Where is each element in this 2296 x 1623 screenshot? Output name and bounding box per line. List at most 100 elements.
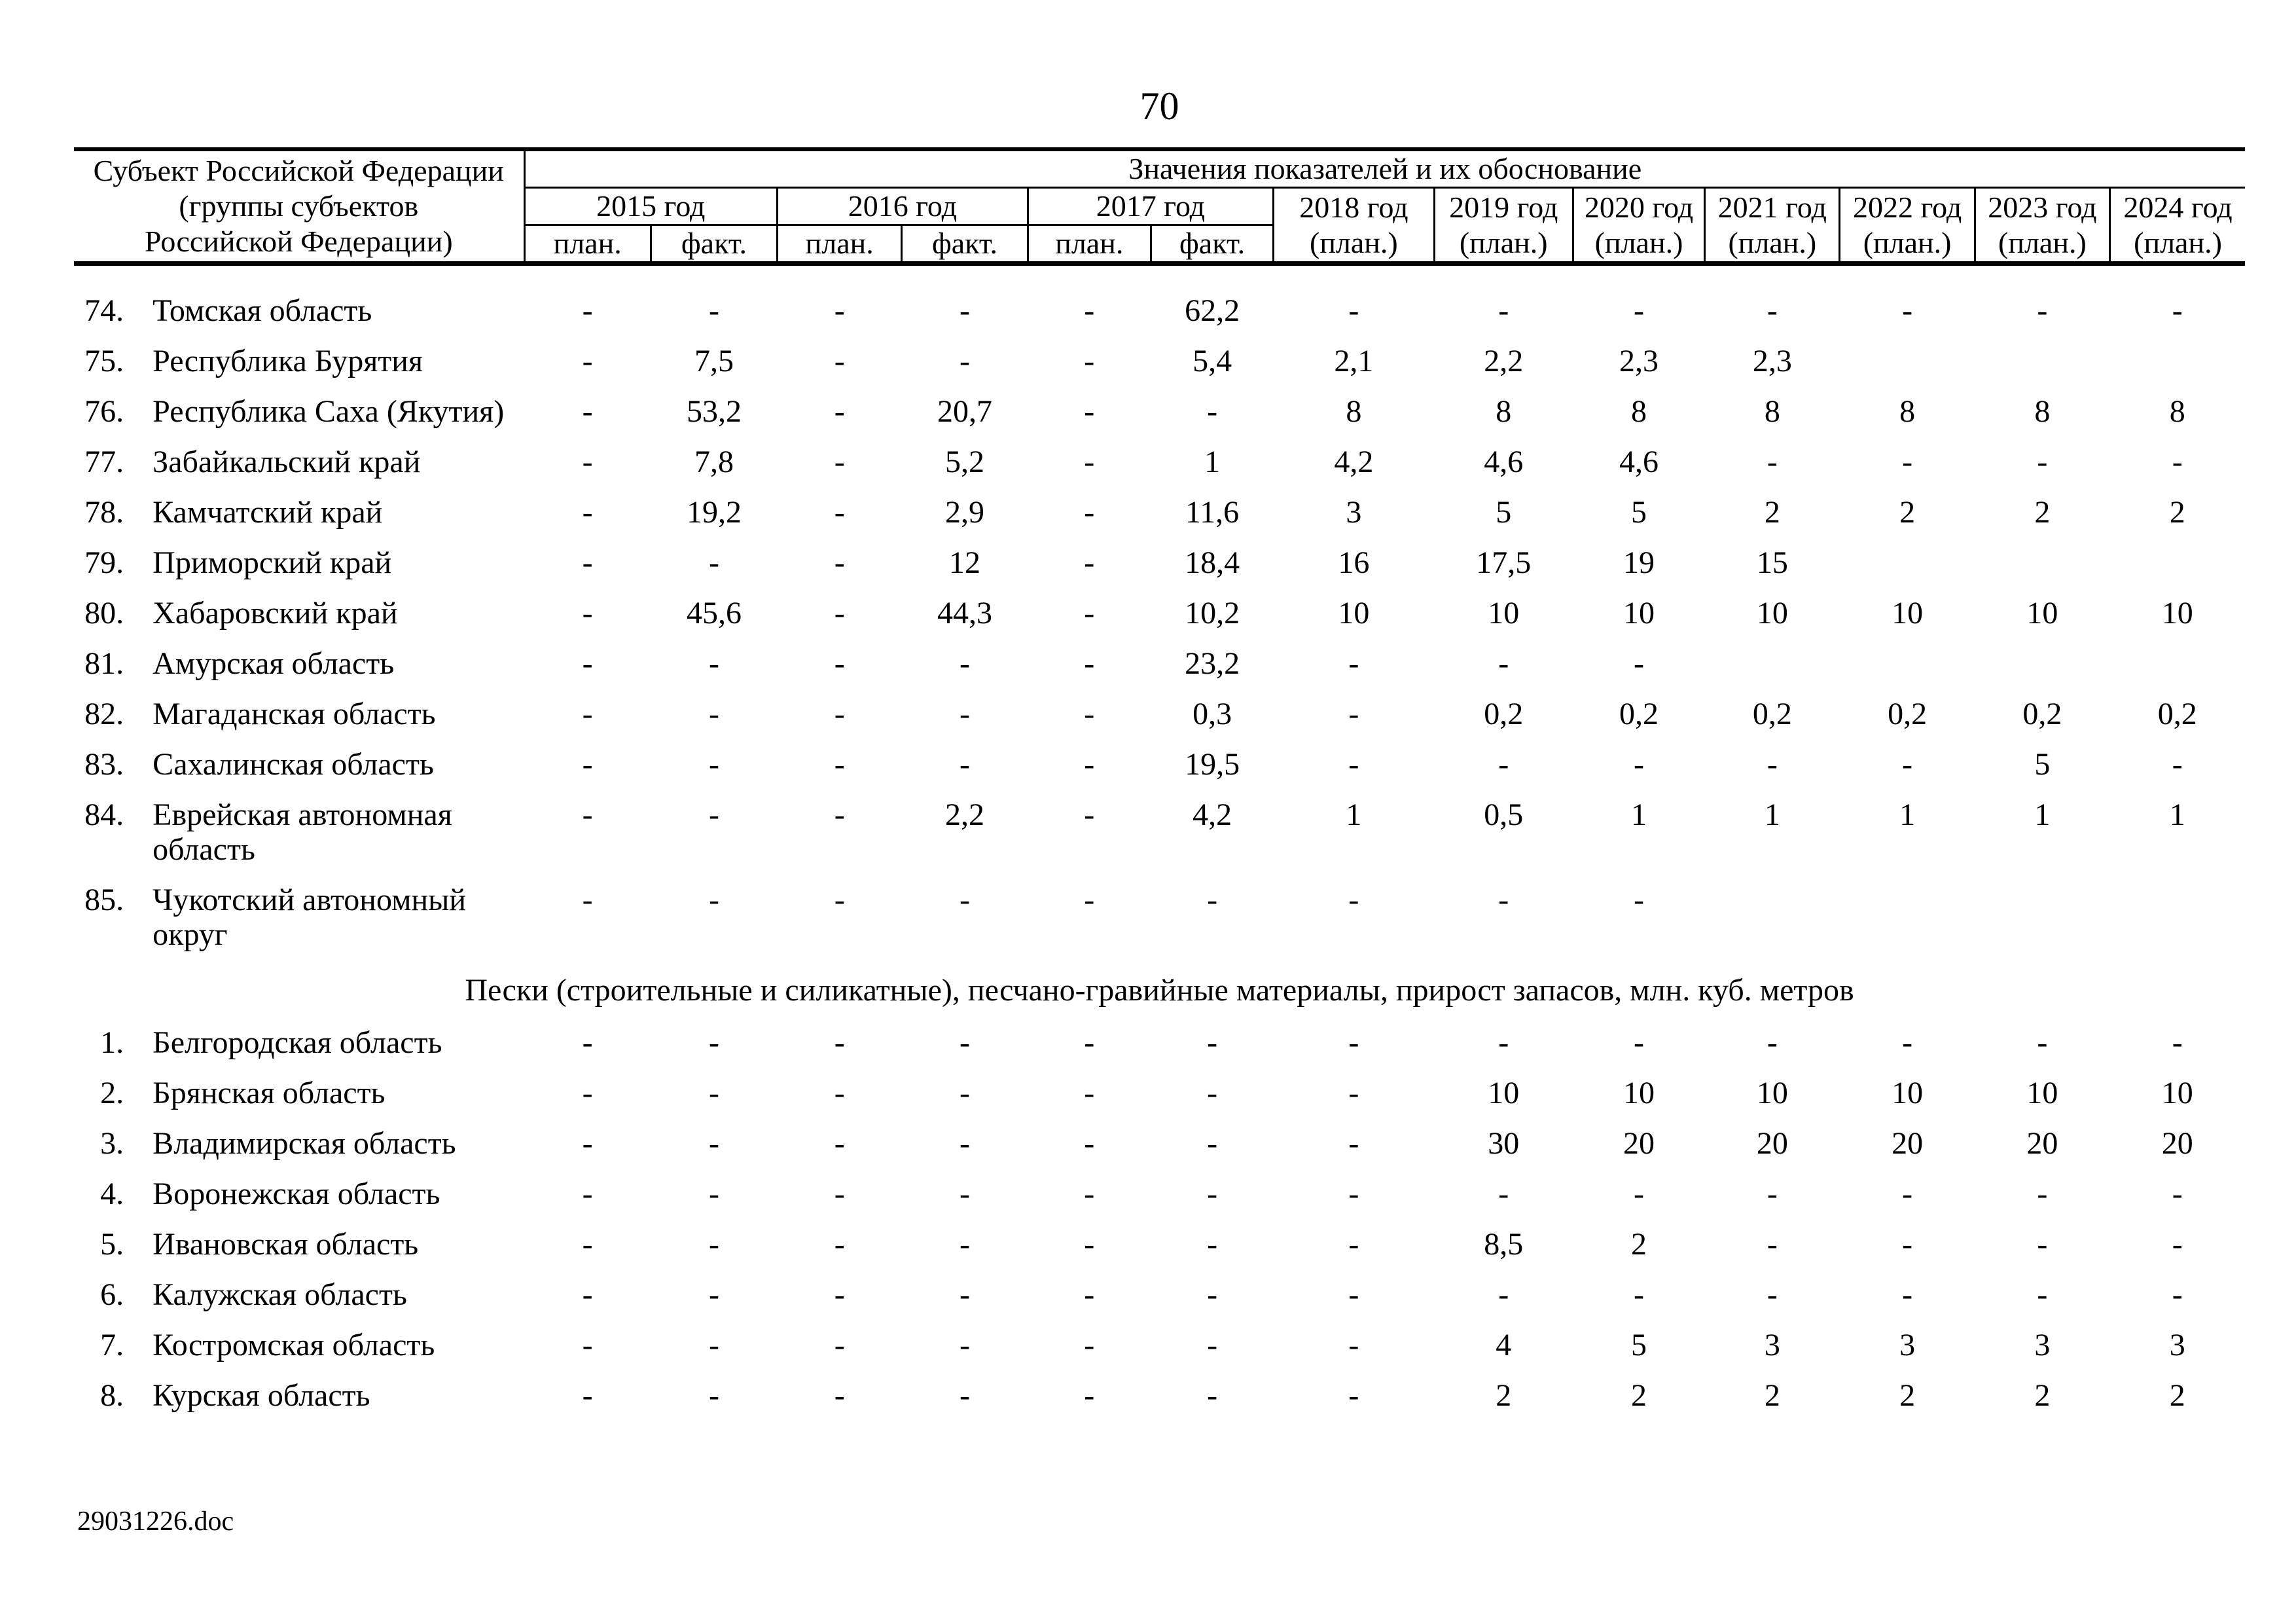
row-number: 5. — [100, 1227, 124, 1262]
value-cell: - — [582, 1227, 593, 1262]
value-cell: 7,8 — [694, 445, 734, 479]
plan-header-2016: план. — [776, 224, 903, 266]
value-cell: 4,6 — [1619, 445, 1659, 479]
value-cell: 20 — [1892, 1126, 1924, 1161]
value-cell: - — [1207, 1076, 1218, 1110]
value-cell: 0,2 — [1484, 697, 1524, 731]
region-name: Курская область — [152, 1378, 370, 1413]
row-number: 3. — [100, 1126, 124, 1161]
value-cell: - — [582, 646, 593, 681]
value-cell: 1 — [1764, 797, 1780, 832]
page-number: 70 — [1139, 84, 1179, 128]
value-cell: - — [1902, 747, 1913, 782]
value-cell: 2 — [1764, 495, 1780, 530]
value-cell: 17,5 — [1476, 545, 1532, 580]
value-cell: 8 — [1764, 394, 1780, 429]
value-cell: - — [1348, 1277, 1359, 1312]
value-cell: 20,7 — [937, 394, 992, 429]
value-cell: - — [1902, 1227, 1913, 1262]
row-number: 74. — [84, 293, 124, 328]
value-cell: 23,2 — [1185, 646, 1240, 681]
value-cell: - — [1084, 1126, 1095, 1161]
value-cell: 10 — [1623, 596, 1655, 630]
value-cell — [1975, 336, 2109, 386]
value-cell: 0,5 — [1484, 797, 1524, 832]
document-filename: 29031226.doc — [77, 1506, 234, 1537]
value-cell: - — [1084, 1328, 1095, 1362]
region-name: Амурская область — [152, 646, 395, 681]
value-cell: 2 — [1631, 1227, 1647, 1262]
value-cell: 0,2 — [2022, 697, 2062, 731]
value-cell: - — [1348, 1227, 1359, 1262]
value-cell: 45,6 — [686, 596, 742, 630]
row-number: 79. — [84, 545, 124, 580]
value-cell: - — [2037, 1227, 2048, 1262]
year-label: 2018 год — [1299, 190, 1408, 224]
value-cell — [2110, 538, 2245, 588]
value-cell: - — [1634, 293, 1645, 328]
value-cell: - — [1084, 344, 1095, 378]
plan-label: (план.) — [1998, 225, 2087, 259]
value-cell: - — [834, 1176, 845, 1211]
table-row: 6. Калужская область - - - - - - - - - - - - - — [74, 1269, 2245, 1320]
table-row: 77. Забайкальский край - 7,8 - 5,2 - 1 4,2 4,6 4,6… — [74, 437, 2245, 487]
region-name: Воронежская область — [152, 1176, 440, 1211]
plan-header-2017: план. — [1026, 224, 1152, 266]
plan-label: (план.) — [1310, 225, 1398, 259]
value-cell: 11,6 — [1185, 495, 1240, 530]
value-cell: - — [1902, 1176, 1913, 1211]
value-cell: - — [960, 1126, 970, 1161]
row-number: 1. — [100, 1025, 124, 1060]
value-cell: 2 — [2034, 1378, 2051, 1413]
year-header-2018: 2018 год (план.) — [1272, 187, 1435, 266]
value-cell: - — [708, 1227, 719, 1262]
row-number: 8. — [100, 1378, 124, 1413]
table-header: Субъект Российской Федерации (группы суб… — [74, 147, 2245, 266]
value-cell: 2,2 — [945, 797, 984, 832]
value-cell — [1840, 638, 1975, 689]
table-row: 5. Ивановская область - - - - - - - 8,5 2 - - - - — [74, 1219, 2245, 1269]
table-row: 4. Воронежская область - - - - - - - - - - - - - — [74, 1169, 2245, 1219]
value-cell: 12 — [949, 545, 980, 580]
value-cell: - — [834, 797, 845, 832]
value-cell: 3 — [1346, 495, 1362, 530]
table-row: 3. Владимирская область - - - - - - - 30 20 20 20 20 2… — [74, 1118, 2245, 1169]
value-cell: 10 — [2026, 1076, 2058, 1110]
value-cell: - — [2037, 445, 2048, 479]
value-cell: - — [1902, 445, 1913, 479]
year-header-2024: 2024 год (план.) — [2109, 187, 2245, 266]
value-cell: 10 — [1892, 596, 1924, 630]
value-cell: 20 — [1756, 1126, 1788, 1161]
value-cell: - — [2037, 1277, 2048, 1312]
value-cell: 8,5 — [1484, 1227, 1524, 1262]
value-cell: - — [834, 747, 845, 782]
value-cell: - — [582, 445, 593, 479]
value-cell: - — [834, 1378, 845, 1413]
value-cell: - — [1084, 1076, 1095, 1110]
value-cell: - — [1348, 697, 1359, 731]
value-cell: - — [582, 344, 593, 378]
value-cell: - — [582, 1328, 593, 1362]
value-cell: - — [960, 883, 970, 917]
value-cell: - — [834, 1025, 845, 1060]
value-cell: - — [1902, 1277, 1913, 1312]
value-cell: - — [1207, 1227, 1218, 1262]
value-cell: - — [1084, 646, 1095, 681]
header-row-plan-fact: план. факт. план. факт. план. факт. — [74, 224, 2245, 266]
value-cell: 10 — [1623, 1076, 1655, 1110]
year-header-2017: 2017 год — [1026, 187, 1275, 226]
value-cell: - — [708, 697, 719, 731]
value-cell: - — [960, 293, 970, 328]
value-cell: 44,3 — [937, 596, 992, 630]
value-cell: - — [1498, 883, 1509, 917]
table-row: 82. Магаданская область - - - - - 0,3 - 0,2 0,2 0,2… — [74, 689, 2245, 739]
value-cell: - — [1348, 1126, 1359, 1161]
value-cell: - — [1634, 1277, 1645, 1312]
value-cell: - — [1498, 1025, 1509, 1060]
table-row: 76. Республика Саха (Якутия) - 53,2 - 20,7 - - 8… — [74, 386, 2245, 437]
value-cell: 4 — [1496, 1328, 1512, 1362]
value-cell: - — [834, 394, 845, 429]
value-cell: 2 — [2169, 1378, 2185, 1413]
value-cell: - — [582, 883, 593, 917]
